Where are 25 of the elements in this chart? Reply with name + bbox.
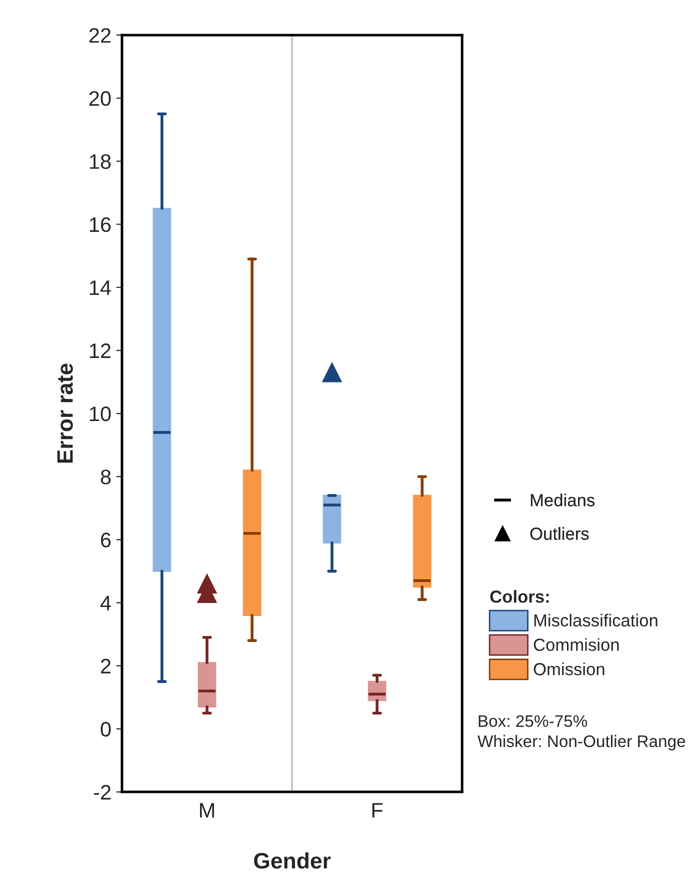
x-axis-title: Gender xyxy=(254,852,331,869)
y-tick-label: 20 xyxy=(89,91,111,106)
y-tick-label: 12 xyxy=(90,343,111,358)
y-tick-label: 4 xyxy=(100,596,111,610)
legend-label: Omission xyxy=(534,662,604,676)
y-tick-label: 22 xyxy=(89,28,111,43)
y-tick-label: 0 xyxy=(100,722,111,737)
x-tick-label: F xyxy=(372,803,383,818)
x-tick-label: M xyxy=(200,803,214,818)
y-tick-label: 8 xyxy=(100,470,111,484)
legend-label: Misclassification xyxy=(534,614,658,627)
y-tick-label: 6 xyxy=(101,532,111,548)
y-tick-label: -2 xyxy=(94,784,111,800)
y-tick-label: 2 xyxy=(101,658,111,674)
legend-title: Colors: xyxy=(490,590,549,603)
y-tick-label: 14 xyxy=(90,280,111,295)
text: Whisker: Non-Outlier Range xyxy=(478,734,686,750)
y-axis-title: Error rate xyxy=(57,364,73,463)
y-tick-label: 18 xyxy=(90,154,111,169)
y-tick-label: 10 xyxy=(90,406,111,422)
text: Outliers xyxy=(530,527,589,540)
legend-label: Commision xyxy=(534,638,619,651)
text: Box: 25%-75% xyxy=(478,715,588,727)
text: Medians xyxy=(530,494,595,506)
y-tick-label: 16 xyxy=(90,217,111,232)
